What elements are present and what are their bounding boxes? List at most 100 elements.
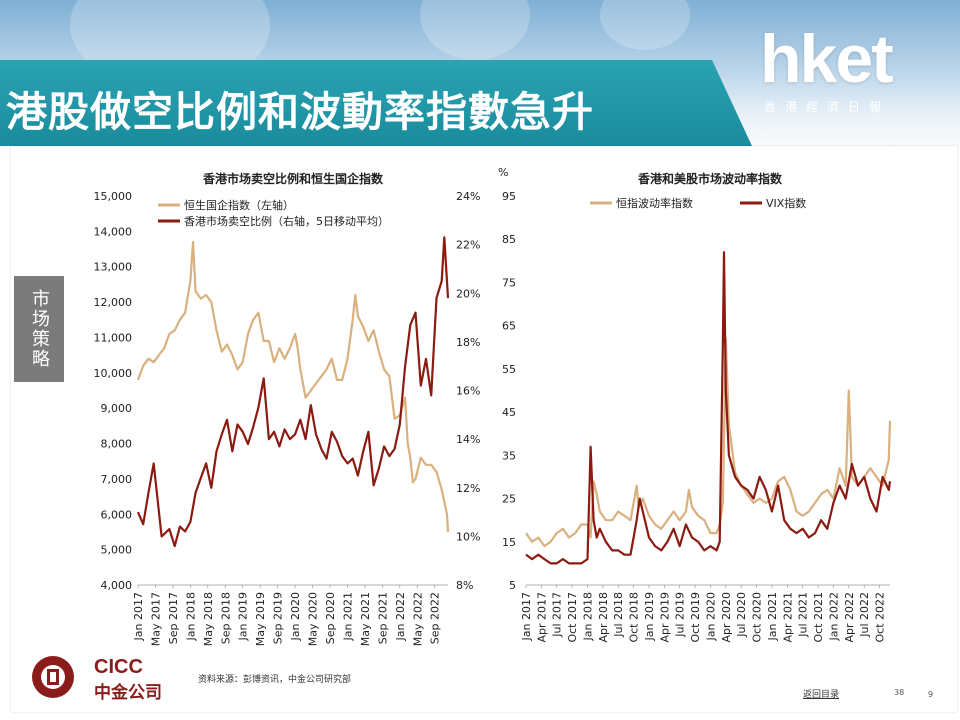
x-tick-label: Sep 2021	[376, 592, 389, 644]
x-tick-label: Oct 2017	[566, 592, 579, 643]
source-note: 资料来源：彭博资讯，中金公司研究部	[198, 675, 352, 685]
y-right-tick-label: 10%	[456, 530, 480, 543]
x-tick-label: Jan 2020	[704, 592, 717, 641]
y-tick-label: 25	[502, 493, 516, 506]
chart-title: 香港和美股市场波动率指数	[637, 171, 783, 186]
series-line-1	[525, 251, 892, 565]
x-tick-label: Jul 2022	[858, 592, 871, 638]
y-tick-label: 55	[502, 363, 516, 376]
series-line-1	[136, 236, 450, 548]
x-tick-label: Oct 2018	[628, 592, 641, 643]
x-tick-label: May 2022	[411, 592, 424, 646]
y-right-tick-label: 8%	[456, 579, 473, 592]
x-tick-label: Jan 2020	[289, 592, 302, 641]
hket-logo-subtitle: 香港經濟日報	[764, 100, 891, 114]
hket-logo: hket	[760, 21, 894, 97]
x-tick-label: Jan 2018	[184, 592, 197, 641]
y-unit-label: %	[498, 166, 508, 179]
x-tick-label: Jul 2018	[612, 592, 625, 638]
y-right-tick-label: 22%	[456, 239, 480, 252]
x-tick-label: Apr 2020	[720, 592, 733, 643]
y-tick-label: 95	[502, 190, 516, 203]
page-title: 港股做空比例和波動率指數急升	[6, 88, 594, 136]
x-tick-label: Apr 2019	[658, 592, 671, 643]
y-tick-label: 45	[502, 406, 516, 419]
x-tick-label: Jul 2017	[551, 592, 564, 638]
y-left-tick-label: 8,000	[101, 438, 133, 451]
chart-title: 香港市场卖空比例和恒生国企指数	[202, 171, 384, 186]
y-tick-label: 5	[509, 579, 516, 592]
y-left-tick-label: 9,000	[101, 402, 133, 415]
series-line-0	[136, 240, 450, 533]
y-left-tick-label: 12,000	[94, 296, 133, 309]
x-tick-label: Apr 2022	[843, 592, 856, 643]
x-tick-label: May 2018	[202, 592, 215, 646]
title-banner	[0, 60, 752, 146]
y-right-tick-label: 14%	[456, 433, 480, 446]
x-tick-label: Jan 2022	[394, 592, 407, 641]
short-selling-chart: 香港市场卖空比例和恒生国企指数 4,000 5,000 6,000 7,000 8,000…	[94, 171, 481, 646]
x-tick-label: Jan 2022	[827, 592, 840, 641]
y-tick-label: 35	[502, 449, 516, 462]
legend-label: VIX指数	[766, 196, 806, 210]
y-left-tick-label: 6,000	[101, 508, 133, 521]
y-right-tick-label: 12%	[456, 482, 480, 495]
x-tick-label: Sep 2019	[272, 592, 285, 644]
y-tick-label: 65	[502, 320, 516, 333]
series-line-0	[525, 337, 892, 548]
x-tick-label: Oct 2021	[812, 592, 825, 643]
x-tick-label: Jan 2021	[766, 592, 779, 641]
x-tick-label: Jan 2018	[581, 592, 594, 641]
y-left-tick-label: 15,000	[94, 190, 133, 203]
y-left-tick-label: 7,000	[101, 473, 133, 486]
x-tick-label: Apr 2018	[597, 592, 610, 643]
cicc-logo-icon	[32, 656, 74, 698]
x-tick-label: Jan 2017	[132, 592, 145, 641]
back-to-contents-link[interactable]: 返回目录	[803, 690, 840, 700]
y-left-tick-label: 4,000	[101, 579, 133, 592]
page-number: 38	[894, 688, 905, 697]
x-tick-label: Sep 2020	[324, 592, 337, 644]
x-tick-label: May 2017	[149, 592, 162, 646]
y-right-tick-label: 20%	[456, 287, 480, 300]
legend-label: 恒指波动率指数	[616, 196, 693, 210]
x-tick-label: Sep 2018	[219, 592, 232, 644]
y-left-tick-label: 11,000	[94, 331, 133, 344]
x-tick-label: Jan 2019	[237, 592, 250, 641]
x-tick-label: Jul 2020	[735, 592, 748, 638]
x-tick-label: Oct 2019	[689, 592, 702, 643]
x-tick-label: Jul 2019	[674, 592, 687, 638]
section-tab[interactable]: 市场策略	[14, 276, 64, 382]
volatility-chart: 香港和美股市场波动率指数% 5 15 25 35 45 55 65 75 85 95 Jan 2017…	[498, 166, 892, 643]
slide-panel	[11, 146, 957, 712]
x-tick-label: May 2020	[307, 592, 320, 646]
legend-label: 香港市场卖空比例（右轴，5日移动平均）	[184, 214, 389, 228]
x-tick-label: Jan 2021	[341, 592, 354, 641]
company-name-cn: 中金公司	[94, 683, 162, 703]
x-tick-label: Sep 2022	[429, 592, 442, 644]
company-name-en: CICC	[94, 656, 143, 678]
x-tick-label: May 2019	[254, 592, 267, 646]
y-left-tick-label: 14,000	[94, 225, 133, 238]
x-tick-label: May 2021	[359, 592, 372, 646]
y-left-tick-label: 10,000	[94, 367, 133, 380]
y-right-tick-label: 16%	[456, 385, 480, 398]
x-tick-label: Oct 2022	[874, 592, 887, 643]
page-sub-number: 9	[928, 690, 934, 699]
y-tick-label: 75	[502, 276, 516, 289]
x-tick-label: Jul 2021	[797, 592, 810, 638]
legend-label: 恒生国企指数（左轴）	[184, 198, 294, 212]
x-tick-label: Sep 2017	[167, 592, 180, 644]
y-left-tick-label: 5,000	[101, 544, 133, 557]
x-tick-label: Jan 2019	[643, 592, 656, 641]
y-right-tick-label: 24%	[456, 190, 480, 203]
y-tick-label: 85	[502, 233, 516, 246]
x-tick-label: Apr 2017	[535, 592, 548, 643]
y-tick-label: 15	[502, 536, 516, 549]
y-right-tick-label: 18%	[456, 336, 480, 349]
x-tick-label: Jan 2017	[520, 592, 533, 641]
x-tick-label: Oct 2020	[751, 592, 764, 643]
x-tick-label: Apr 2021	[781, 592, 794, 643]
y-left-tick-label: 13,000	[94, 261, 133, 274]
